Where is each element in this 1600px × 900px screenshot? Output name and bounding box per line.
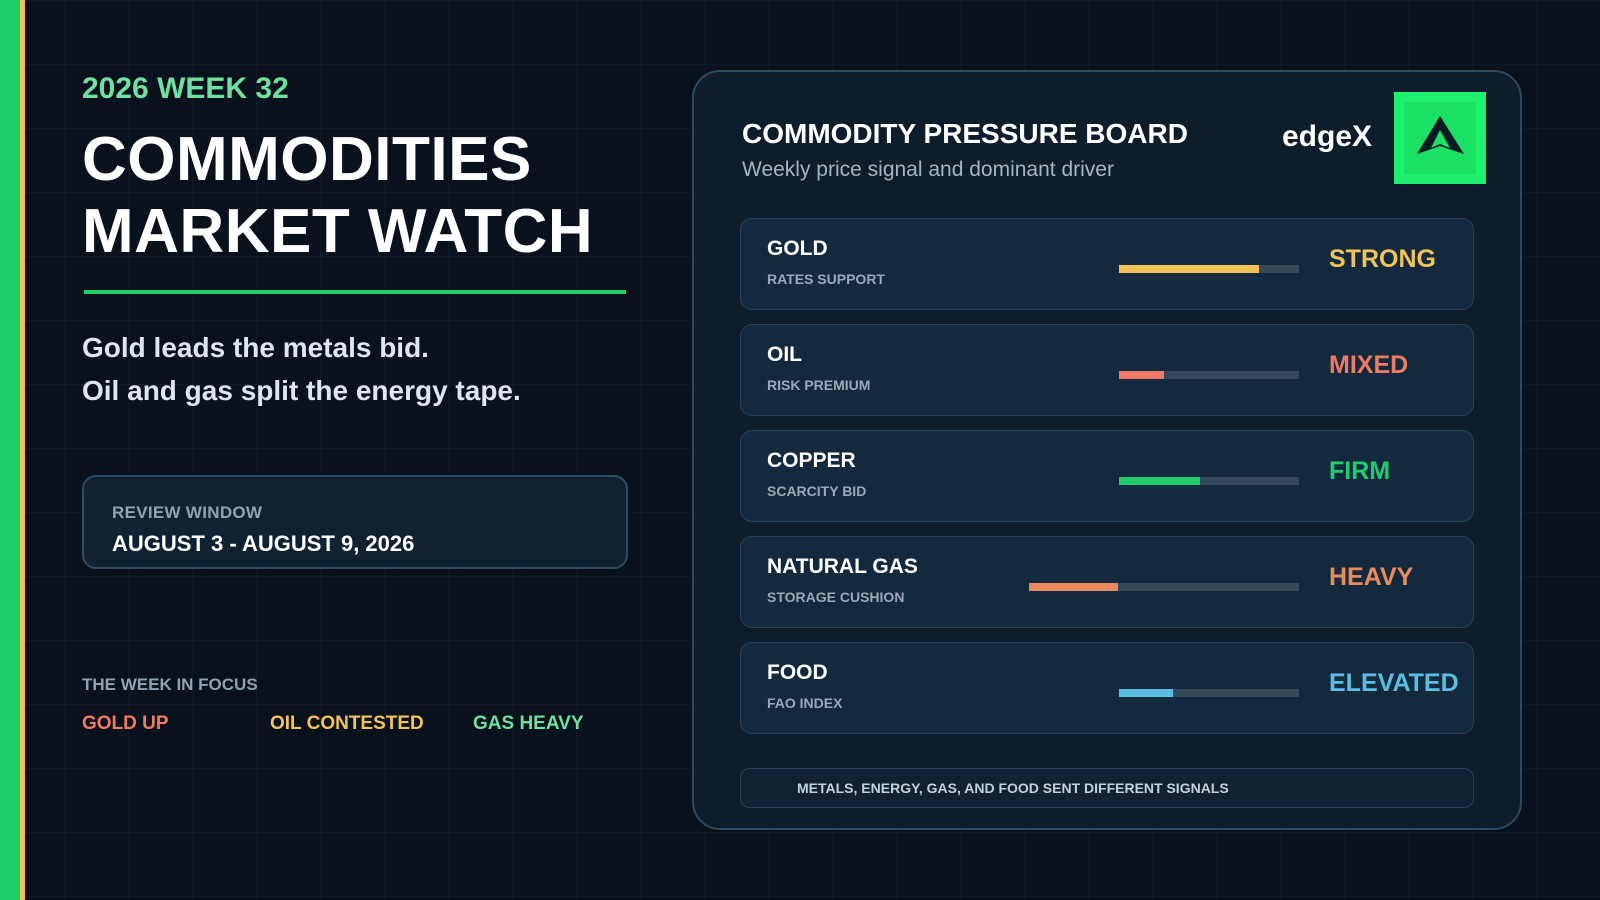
summary-line-1: Gold leads the metals bid. xyxy=(82,332,429,363)
commodity-name: GOLD xyxy=(767,237,828,260)
board-subtitle: Weekly price signal and dominant driver xyxy=(742,158,1114,181)
review-window-dates: AUGUST 3 - AUGUST 9, 2026 xyxy=(112,531,415,556)
pressure-bar-track xyxy=(1029,583,1299,591)
signal-label: ELEVATED xyxy=(1329,669,1459,697)
commodity-name: COPPER xyxy=(767,449,856,472)
commodity-row-gold: GOLD RATES SUPPORT STRONG xyxy=(740,218,1474,310)
board-title: COMMODITY PRESSURE BOARD xyxy=(742,118,1188,149)
pressure-bar-track xyxy=(1119,265,1299,273)
commodity-driver: RISK PREMIUM xyxy=(767,377,871,393)
review-window-label: REVIEW WINDOW xyxy=(112,503,263,522)
signal-label: STRONG xyxy=(1329,245,1436,273)
brand-name: edgeX xyxy=(1282,120,1373,153)
accent-bar xyxy=(0,0,20,900)
triangle-logo-icon xyxy=(1417,116,1464,154)
focus-tag-gas: GAS HEAVY xyxy=(473,713,584,734)
signal-label: HEAVY xyxy=(1329,563,1414,591)
pressure-bar-fill xyxy=(1119,477,1200,485)
commodity-row-food: FOOD FAO INDEX ELEVATED xyxy=(740,642,1474,734)
page-title-line-1: COMMODITIES xyxy=(82,125,532,194)
commodity-driver: FAO INDEX xyxy=(767,695,843,711)
commodity-name: OIL xyxy=(767,343,802,366)
pressure-bar-track xyxy=(1119,689,1299,697)
summary: Gold leads the metals bid. Oil and gas s… xyxy=(82,326,521,412)
pressure-bar-fill xyxy=(1119,265,1259,273)
pressure-bar-track xyxy=(1119,371,1299,379)
focus-tag-oil: OIL CONTESTED xyxy=(270,713,424,734)
signal-label: MIXED xyxy=(1329,351,1409,379)
pressure-bar-fill xyxy=(1119,689,1173,697)
pressure-bar-fill xyxy=(1119,371,1164,379)
week-kicker: 2026 WEEK 32 xyxy=(82,72,289,105)
review-window-card: REVIEW WINDOW AUGUST 3 - AUGUST 9, 2026 xyxy=(82,475,628,569)
pressure-bar-track xyxy=(1119,477,1299,485)
title-underline xyxy=(84,290,626,294)
board-footer-text: METALS, ENERGY, GAS, AND FOOD SENT DIFFE… xyxy=(797,780,1229,796)
board-footer: METALS, ENERGY, GAS, AND FOOD SENT DIFFE… xyxy=(740,768,1474,808)
brand-logo xyxy=(1394,92,1486,184)
commodity-pressure-board: COMMODITY PRESSURE BOARD Weekly price si… xyxy=(692,70,1522,830)
signal-label: FIRM xyxy=(1329,457,1391,485)
summary-line-2: Oil and gas split the energy tape. xyxy=(82,375,521,406)
pressure-bar-fill xyxy=(1029,583,1118,591)
accent-bar-edge xyxy=(20,0,25,900)
page-title: COMMODITIES MARKET WATCH xyxy=(82,124,593,268)
commodity-driver: STORAGE CUSHION xyxy=(767,589,905,605)
commodity-row-oil: OIL RISK PREMIUM MIXED xyxy=(740,324,1474,416)
commodity-name: NATURAL GAS xyxy=(767,555,918,578)
page-title-line-2: MARKET WATCH xyxy=(82,197,594,266)
commodity-row-natural-gas: NATURAL GAS STORAGE CUSHION HEAVY xyxy=(740,536,1474,628)
commodity-name: FOOD xyxy=(767,661,828,684)
focus-tag-gold: GOLD UP xyxy=(82,713,169,734)
commodity-row-copper: COPPER SCARCITY BID FIRM xyxy=(740,430,1474,522)
commodity-driver: SCARCITY BID xyxy=(767,483,867,499)
focus-label: THE WEEK IN FOCUS xyxy=(82,675,258,694)
commodity-driver: RATES SUPPORT xyxy=(767,271,885,287)
